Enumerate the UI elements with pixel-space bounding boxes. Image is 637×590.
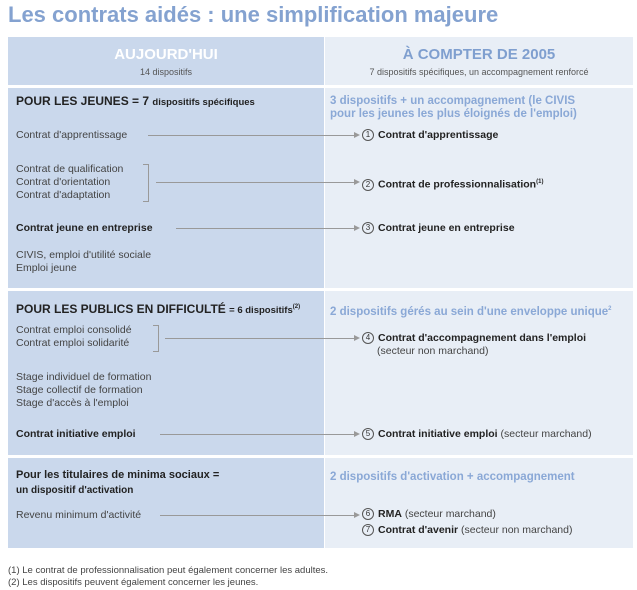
target-note: (secteur marchand) [500,428,592,440]
section-publics-right [325,291,633,455]
list-item: Stage d'accès à l'emploi [16,397,129,409]
header-today-sub: 14 dispositifs [139,67,193,77]
number-badge: 7 [362,524,374,536]
target-item: 6 RMA (secteur marchand) [362,508,496,521]
target-note: (secteur marchand) [404,508,496,520]
publics-right-title: 2 dispositifs gérés au sein d'une envelo… [330,303,612,319]
target-item: 5 Contrat initiative emploi (secteur marc… [362,428,592,441]
list-item: Revenu minimum d'activité [16,509,142,521]
header-today-title: AUJOURD'HUI [114,46,218,63]
target-item: 1 Contrat d'apprentissage [362,129,498,142]
header-2005: À COMPTER DE 2005 7 dispositifs spécifiq… [325,37,633,85]
connector-line [148,135,354,136]
list-item: Stage individuel de formation [16,371,152,383]
number-badge: 6 [362,508,374,520]
header-2005-sub: 7 dispositifs spécifiques, un accompagne… [369,67,589,77]
footnote: (2) Les dispositifs peuvent également co… [8,577,259,588]
connector-line [165,338,354,339]
arrow-icon [354,225,360,231]
number-badge: 5 [362,428,374,440]
target-note: (secteur non marchand) [461,524,573,536]
title-line: Pour les titulaires de minima sociaux = [16,469,220,481]
list-item: Contrat d'apprentissage [16,129,128,141]
target-item: 2 Contrat de professionnalisation(1) [362,176,543,192]
target-label: Contrat initiative emploi [378,428,498,440]
list-item: CIVIS, emploi d'utilité sociale [16,249,152,261]
brace [153,325,159,352]
footnote: (1) Le contrat de professionnalisation p… [8,565,329,576]
section-title-text: POUR LES PUBLICS EN DIFFICULTÉ [16,302,226,316]
footnote-ref: (1) [536,179,544,185]
list-item: Stage collectif de formation [16,384,143,396]
list-item: Contrat jeune en entreprise [16,222,153,234]
section-minima-title: Pour les titulaires de minima sociaux = u… [16,468,219,498]
section-title-text: POUR LES JEUNES [16,94,129,108]
list-item: Contrat initiative emploi [16,428,136,440]
section-publics-title: POUR LES PUBLICS EN DIFFICULTÉ = 6 dispo… [16,302,300,316]
arrow-icon [354,179,360,185]
section-title-count: = 7 [132,94,150,108]
target-item: 4 Contrat d'accompagnement dans l'emploi(… [362,332,586,358]
footnote-ref: 2 [608,306,612,312]
arrow-icon [354,512,360,518]
minima-right-title: 2 dispositifs d'activation + accompagnem… [330,471,575,483]
arrow-icon [354,431,360,437]
title-line: 2 dispositifs gérés au sein d'une envelo… [330,305,609,318]
list-item: Contrat emploi solidarité [16,337,130,349]
section-title-small: = 6 dispositifs [229,305,293,316]
number-badge: 2 [362,178,374,191]
target-label: Contrat d'apprentissage [378,129,499,141]
connector-line [160,515,354,516]
target-label: Contrat jeune en entreprise [378,222,515,234]
number-badge: 3 [362,222,374,234]
target-label: Contrat d'accompagnement dans l'emploi [378,332,587,344]
target-label: RMA [378,508,402,520]
section-minima-left [8,458,324,548]
number-badge: 4 [362,332,374,344]
header-today: AUJOURD'HUI 14 dispositifs [8,37,324,85]
list-item: Contrat de qualification [16,163,124,175]
list-item: Contrat d'adaptation [16,189,111,201]
jeunes-right-title: 3 dispositifs + un accompagnement (le CI… [330,95,577,121]
brace [143,164,149,202]
connector-line [160,434,354,435]
target-item: 3 Contrat jeune en entreprise [362,222,515,235]
title-line: un dispositif d'activation [16,485,134,496]
section-jeunes-right [325,88,633,288]
list-item: Contrat d'orientation [16,176,111,188]
section-jeunes-title: POUR LES JEUNES = 7 dispositifs spécifiq… [16,94,255,108]
section-publics-left [8,291,324,455]
page-title: Les contrats aidés : une simplification … [8,2,499,27]
number-badge: 1 [362,129,374,141]
title-line: 3 dispositifs + un accompagnement (le CI… [330,95,576,107]
target-note: (secteur non marchand) [377,345,489,357]
section-minima-right [325,458,633,548]
connector-line [176,228,354,229]
target-label: Contrat d'avenir [378,524,459,536]
list-item: Emploi jeune [16,262,77,274]
arrow-icon [354,132,360,138]
list-item: Contrat emploi consolidé [16,324,132,336]
connector-line [156,182,354,183]
footnote-ref: (2) [292,304,301,310]
arrow-icon [354,335,360,341]
section-jeunes-left [8,88,324,288]
title-line: pour les jeunes les plus éloignés de l'e… [330,108,577,120]
header-2005-title: À COMPTER DE 2005 [402,46,556,63]
section-title-small: dispositifs spécifiques [152,97,255,108]
target-label: Contrat de professionnalisation [378,178,537,191]
target-item: 7 Contrat d'avenir (secteur non marchand) [362,524,573,537]
